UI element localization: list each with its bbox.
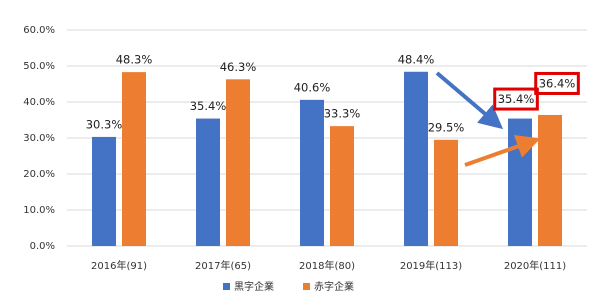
value-label: 30.3% bbox=[86, 117, 123, 131]
value-label: 40.6% bbox=[294, 80, 331, 94]
legend-label: 赤字企業 bbox=[314, 280, 354, 293]
bar bbox=[538, 114, 562, 247]
value-label: 33.3% bbox=[324, 107, 361, 121]
legend-swatch bbox=[223, 283, 230, 290]
value-label: 48.4% bbox=[398, 52, 435, 66]
bar bbox=[122, 72, 146, 247]
legend-swatch bbox=[303, 283, 310, 290]
arrow bbox=[435, 71, 504, 130]
highlight-box bbox=[534, 71, 580, 95]
value-label: 35.4% bbox=[190, 99, 227, 113]
bar bbox=[300, 99, 324, 246]
y-tick-label: 10.0% bbox=[23, 205, 55, 216]
y-tick-label: 50.0% bbox=[23, 61, 55, 72]
x-tick-label: 2017年(65) bbox=[195, 259, 251, 272]
bar bbox=[92, 136, 116, 246]
bar bbox=[404, 71, 428, 246]
value-label: 46.3% bbox=[220, 60, 257, 74]
value-label: 48.3% bbox=[116, 53, 153, 67]
x-tick-label: 2019年(113) bbox=[400, 259, 462, 272]
highlight-box bbox=[493, 87, 539, 111]
y-tick-label: 60.0% bbox=[23, 25, 55, 36]
bar bbox=[226, 79, 250, 246]
value-label: 35.4% bbox=[498, 92, 535, 106]
arrow bbox=[464, 135, 541, 167]
value-label: 29.5% bbox=[428, 120, 465, 134]
y-tick-label: 30.0% bbox=[23, 133, 55, 144]
x-tick-label: 2020年(111) bbox=[504, 259, 566, 272]
bar bbox=[330, 126, 354, 246]
x-tick-label: 2018年(80) bbox=[299, 259, 355, 272]
legend-label: 黒字企業 bbox=[234, 280, 274, 293]
bar bbox=[196, 118, 220, 246]
bar bbox=[434, 139, 458, 246]
y-tick-label: 40.0% bbox=[23, 97, 55, 108]
bar bbox=[508, 118, 532, 246]
x-tick-label: 2016年(91) bbox=[91, 259, 147, 272]
value-label: 36.4% bbox=[539, 76, 576, 90]
y-tick-label: 0.0% bbox=[30, 241, 55, 252]
y-tick-label: 20.0% bbox=[23, 169, 55, 180]
